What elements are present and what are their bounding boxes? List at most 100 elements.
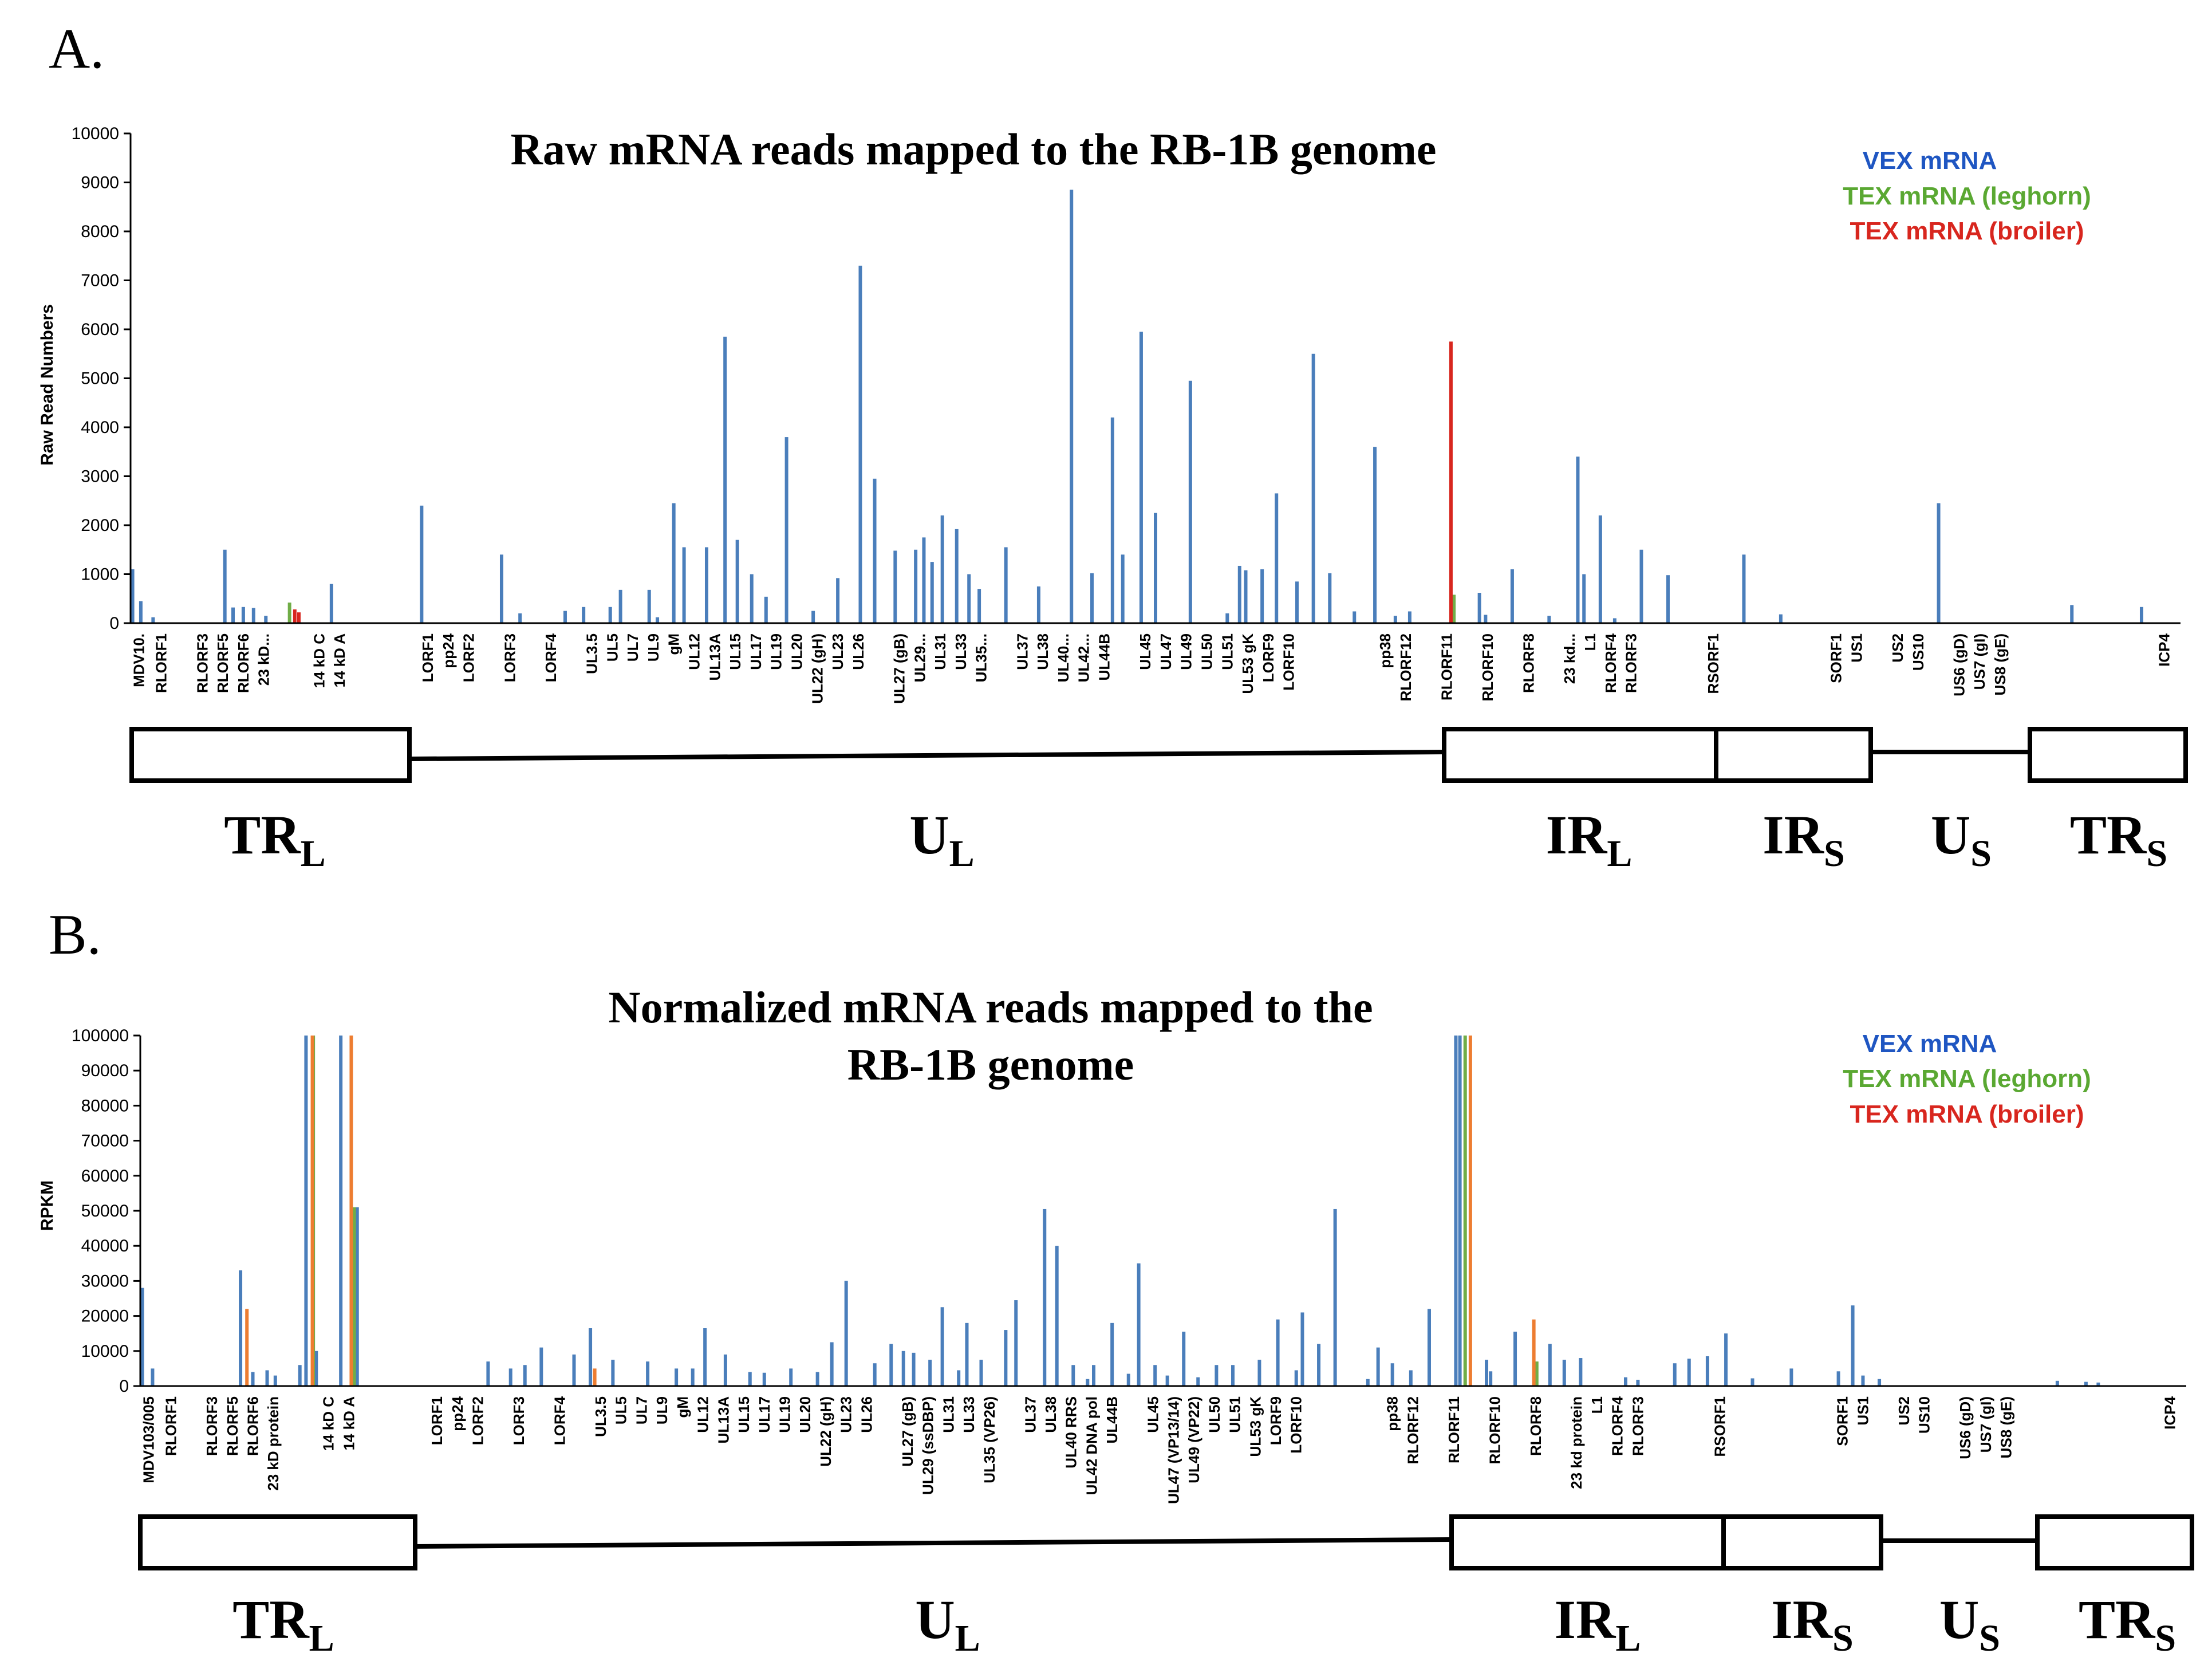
bar-vex-mrna [223,549,227,623]
bar-vex-mrna [1373,447,1377,623]
x-category-label: RLORF11 [1438,633,1455,700]
bar-vex-mrna [901,1351,905,1386]
x-category-label: UL42 DNA pol [1083,1396,1100,1495]
region-trl-b: TRL [232,1589,334,1659]
bar-tex-mrna-orange [593,1368,597,1386]
bar-vex-mrna [1376,1347,1380,1386]
bar-vex-mrna [265,1370,269,1386]
bar-vex-mrna [656,617,660,623]
x-category-label: UL35 (VP26) [981,1396,998,1483]
y-tick-label: 20000 [81,1307,129,1326]
x-category-label: UL19 [776,1396,793,1433]
x-category-label: RLORF4 [1609,1396,1626,1456]
bar-vex-mrna [420,505,424,623]
bar-tex-mrna-broiler [293,609,297,623]
bar-vex-mrna [251,608,255,623]
region-irs-b: IRS [1771,1589,1853,1659]
x-category-label: UL26 [858,1396,875,1433]
region-trl-a: TRL [224,804,325,875]
x-category-label: UL45 [1145,1396,1162,1433]
bar-vex-mrna [1458,1036,1462,1386]
x-category-label: UL20 [797,1396,814,1433]
bar-vex-mrna [2070,605,2074,623]
x-category-label: RLORF1 [163,1396,180,1456]
x-category-label: RLORF6 [235,633,252,693]
bar-vex-mrna [298,1365,302,1386]
y-tick-label: 1000 [81,565,119,584]
bar-vex-mrna [1295,581,1299,623]
bar-vex-mrna [735,540,739,623]
x-category-label: RLORF3 [1629,1396,1646,1456]
bar-vex-mrna [1666,575,1670,623]
y-tick-label: 90000 [81,1061,129,1080]
panel-a-title: Raw mRNA reads mapped to the RB-1B genom… [510,124,1436,174]
bar-vex-mrna [1311,353,1315,623]
x-category-label: UL7 [633,1396,650,1424]
region-us-b: US [1939,1589,2000,1659]
genome-box-irl [1449,1514,1726,1570]
bar-vex-mrna [1687,1359,1691,1386]
bar-vex-mrna [748,1372,752,1386]
x-category-label: 14 kD A [331,633,348,688]
x-category-label: L1 [1582,633,1599,651]
bar-vex-mrna [844,1281,848,1386]
bar-vex-mrna [811,611,815,623]
panel-b-letter: B. [49,903,101,966]
bar-vex-mrna [1004,547,1008,623]
bar-vex-mrna [940,1307,944,1386]
x-category-label: pp24 [440,633,457,668]
x-category-label: UL3.5 [592,1396,609,1437]
panel-b-legend: VEX mRNA TEX mRNA (leghorn) TEX mRNA (br… [1843,1030,2091,1128]
bar-vex-mrna [1407,611,1411,623]
bar-vex-mrna [1489,1371,1493,1386]
x-category-label: UL31 [940,1396,957,1433]
genome-box-trl [129,727,412,783]
x-category-label: UL29... [911,633,928,682]
y-tick-label: 10000 [81,1342,129,1361]
x-category-label: UL31 [932,633,949,670]
panel-b-plot: 1000009000080000700006000050000400003000… [72,1026,2186,1504]
bar-tex-mrna-orange [349,1036,353,1386]
bar-vex-mrna [1165,1375,1169,1386]
x-category-label: 23 kD... [255,633,273,686]
x-category-label: US8 (gE) [1992,633,2009,695]
bar-vex-mrna [977,589,981,623]
region-ul-b: UL [915,1589,980,1659]
bar-vex-mrna [1043,1208,1047,1386]
bar-vex-mrna [784,437,788,623]
bar-vex-mrna [1092,1365,1096,1386]
bar-vex-mrna [1562,1360,1566,1386]
x-category-label: UL12 [695,1396,712,1433]
x-category-label: RLORF12 [1404,1396,1421,1464]
x-category-label: UL23 [829,633,846,670]
bar-vex-mrna [1244,570,1248,623]
x-category-label: LORF1 [419,633,436,682]
bar-vex-mrna [239,1270,243,1386]
bar-vex-mrna [836,578,840,623]
x-category-label: L1 [1588,1396,1606,1414]
bar-vex-mrna [1121,554,1125,623]
bar-vex-mrna [523,1365,527,1386]
panel-b-genome-map [138,1514,2194,1570]
bar-vex-mrna [1409,1370,1413,1386]
x-category-label: RSORF1 [1711,1396,1728,1456]
bar-vex-mrna [355,1207,359,1386]
bar-vex-mrna [1260,569,1264,623]
bar-vex-mrna [611,1360,615,1386]
bar-vex-mrna [967,574,971,623]
x-category-label: RLORF3 [203,1396,220,1456]
x-category-label: LORF9 [1260,633,1277,682]
region-irl-b: IRL [1555,1589,1641,1659]
panel-a-genome-map [129,727,2188,783]
bar-vex-mrna [703,1328,707,1386]
bar-tex-mrna-broiler [297,612,301,623]
legend-vex-a: VEX mRNA [1863,147,1997,175]
y-tick-label: 7000 [81,271,119,290]
bar-vex-mrna [1353,611,1357,623]
panel-b-region-labels: TRL UL IRL IRS US TRS [232,1589,2176,1659]
bar-vex-mrna [750,574,754,623]
bar-vex-mrna [140,1288,144,1386]
bar-vex-mrna [1196,1377,1200,1386]
y-tick-label: 3000 [81,467,119,486]
bar-tex-mrna-leghorn [1535,1361,1539,1386]
